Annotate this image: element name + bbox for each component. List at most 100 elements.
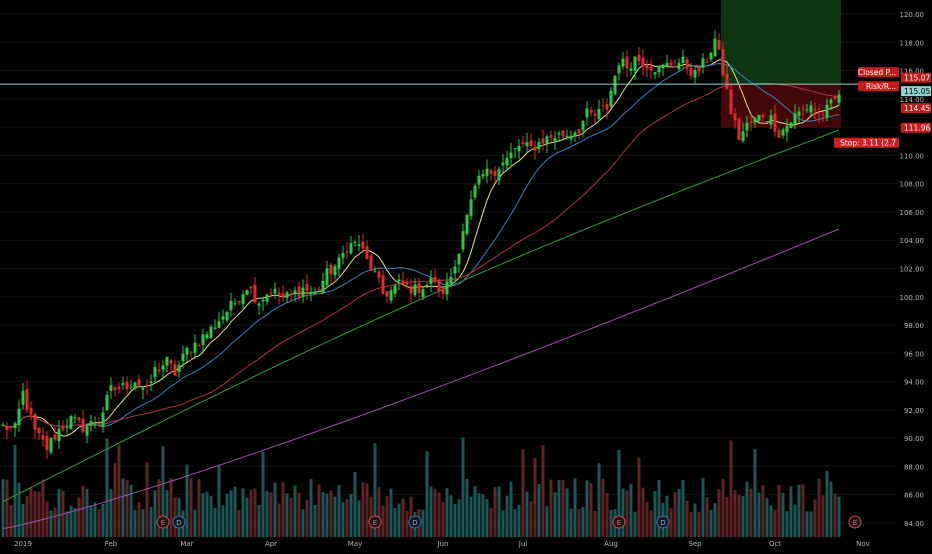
candle-body [5,425,9,431]
candle-body [245,290,249,295]
time-axis[interactable]: 2019 Feb Mar Apr May Jun Jul Aug Sep Oct Nov [14,540,870,548]
volume-bar [777,484,781,537]
stop-label-bg [834,137,899,148]
volume-bar [309,478,313,537]
volume-bar [73,507,77,537]
volume-bar [429,486,433,537]
x-tick-label: Nov [856,540,870,548]
volume-bar [557,479,561,537]
candle-body [437,279,441,291]
volume-bar [393,508,397,537]
volume-bar [437,492,441,537]
candle-body [241,294,245,305]
candle-body [761,115,765,118]
volume-bar [693,503,697,537]
volume-bar [737,494,741,537]
volume-bar [589,483,593,537]
position-tool[interactable] [721,0,841,128]
candle-body [625,56,629,69]
candle-body [233,303,237,305]
volume-bar [89,505,93,537]
candle-body [557,132,561,135]
x-tick-label: Apr [265,540,277,548]
candle-body [441,288,445,294]
volume-bar [793,504,797,537]
candle-body [413,284,417,296]
candle-body [793,113,797,125]
candle-body [449,276,453,284]
candle-body [173,364,177,376]
candle-body [401,280,405,285]
volume-bar [729,440,733,537]
volume-bar [649,510,653,537]
volume-bar [373,443,377,537]
volume-bar [545,506,549,537]
candle-body [689,67,693,76]
event-marker-label: D [176,519,181,527]
volume-bar [213,508,217,537]
volume-bar [117,444,121,537]
candle-body [265,294,269,302]
volume-bar [361,482,365,537]
candle-body [785,126,789,133]
volume-bar [565,488,569,537]
candle-body [193,342,197,353]
candle-body [125,381,129,390]
candle-body [549,135,553,138]
candle-body [837,94,841,103]
candle-body [37,427,41,434]
risk-zone [721,83,841,128]
candle-body [797,111,801,116]
volume-bar [445,488,449,537]
candle-body [461,231,465,250]
volume-bar [481,494,485,537]
volume-bar [489,507,493,537]
candlesticks[interactable] [1,29,841,459]
candle-body [585,108,589,118]
volume-bar [745,481,749,537]
volume-bar [821,495,825,537]
candle-body [665,62,669,67]
volume-bar [485,499,489,537]
x-tick-label: Mar [180,540,193,548]
volume-bar [121,478,125,537]
volume-bar [225,493,229,537]
candle-body [169,360,173,364]
candle-body [409,286,413,294]
volume-bar [237,509,241,537]
candle-body [53,434,57,440]
candle-body [397,279,401,282]
candle-body [385,291,389,297]
candle-body [673,66,677,68]
volume-bar [269,492,273,537]
candle-body [137,379,141,386]
volume-bar [289,497,293,537]
candle-body [541,138,545,144]
volume-bar [721,478,725,537]
candle-body [685,59,689,69]
candle-body [489,170,493,174]
candle-body [109,385,113,391]
x-tick-label: Sep [688,540,702,548]
volume-bar [625,490,629,537]
y-tick-label: 108.00 [900,181,925,189]
x-tick-label: Feb [105,540,118,548]
volume-bar [385,496,389,537]
candle-body [681,56,685,64]
closed-position-label: Closed P... [858,68,896,77]
volume-bar [125,480,129,537]
candle-body [301,287,305,298]
candle-body [805,109,809,111]
y-tick-label: 120.00 [900,11,925,19]
candle-body [257,303,261,306]
volume-bar [421,509,425,537]
candle-body [93,424,97,426]
volume-bar [45,501,49,537]
volume-bar [401,498,405,537]
x-tick-label: May [348,540,362,548]
candle-body [545,136,549,144]
volume-bar [769,505,773,537]
